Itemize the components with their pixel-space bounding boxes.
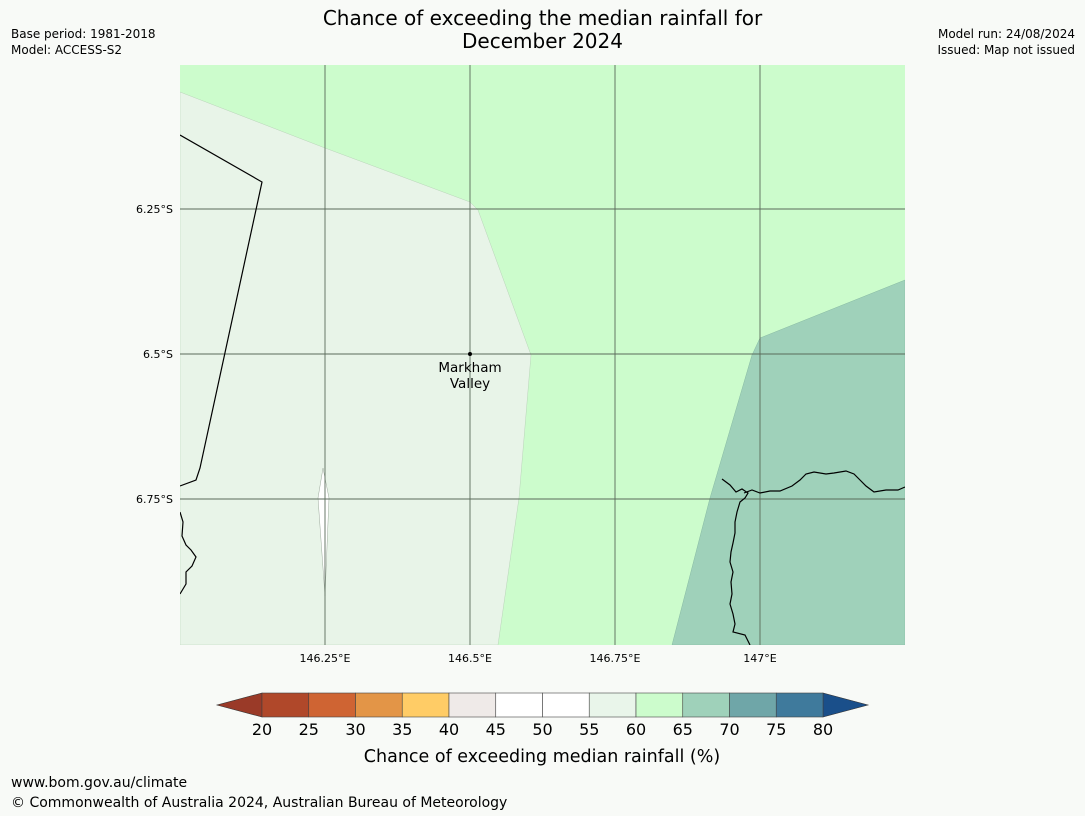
colorbar-tick-label: 25: [299, 720, 319, 739]
lon-tick-label: 146.5°E: [448, 652, 492, 665]
colorbar-segment: [775, 692, 824, 718]
colorbar-tick-label: 40: [439, 720, 459, 739]
colorbar-segment: [308, 692, 356, 718]
colorbar-segment: [355, 692, 403, 718]
colorbar-segment: [448, 692, 497, 718]
title-line-1: Chance of exceeding the median rainfall …: [322, 6, 763, 30]
place-label-line-2: Valley: [450, 376, 490, 392]
coastline-west: [180, 511, 197, 595]
colorbar-tick-label: 70: [719, 720, 739, 739]
model-name: Model: ACCESS-S2: [11, 43, 123, 57]
colorbar-tick-label: 75: [766, 720, 786, 739]
colorbar-extend-high: [822, 692, 870, 718]
region-55-60: [180, 91, 532, 645]
colorbar-segment: [635, 692, 684, 718]
coastline-east: [743, 470, 905, 494]
colorbar-tick-label: 65: [673, 720, 693, 739]
footer-copyright: © Commonwealth of Australia 2024, Austra…: [11, 795, 508, 811]
colorbar-tick-label: 80: [813, 720, 833, 739]
colorbar-segment: [261, 692, 310, 718]
colorbar-segment: [682, 692, 730, 718]
colorbar-tick-label: 30: [345, 720, 365, 739]
colorbar-tick-label: 60: [626, 720, 646, 739]
meta-left: Base period: 1981-2018 Model: ACCESS-S2: [11, 26, 156, 58]
colorbar-tick-label: 35: [392, 720, 412, 739]
base-period: Base period: 1981-2018: [11, 27, 156, 41]
issue-status: Issued: Map not issued: [937, 43, 1075, 57]
colorbar-extend-low: [215, 692, 263, 718]
colorbar-tick-label: 20: [252, 720, 272, 739]
colorbar-segment: [495, 692, 543, 718]
lat-tick-label: 6.25°S: [136, 203, 173, 216]
colorbar-segment: [401, 692, 450, 718]
colorbar-segment: [588, 692, 637, 718]
border-line: [180, 134, 263, 487]
colorbar-tick-label: 50: [532, 720, 552, 739]
lat-tick-label: 6.5°S: [143, 348, 173, 361]
model-run: Model run: 24/08/2024: [937, 27, 1075, 41]
lat-tick-label: 6.75°S: [136, 493, 173, 506]
graticule: [180, 65, 905, 645]
map-area: [180, 65, 905, 645]
footer-url[interactable]: www.bom.gov.au/climate: [11, 775, 188, 791]
colorbar-label: Chance of exceeding median rainfall (%): [364, 747, 720, 767]
lon-tick-label: 146.75°E: [590, 652, 641, 665]
colorbar-segment: [729, 692, 777, 718]
colorbar-tick-label: 45: [486, 720, 506, 739]
river-line: [721, 478, 751, 645]
lon-tick-label: 147°E: [743, 652, 776, 665]
colorbar-segment: [542, 692, 590, 718]
colorbar: 20 25 30 35 40 45 50 55 60 65 70 75 80: [215, 692, 870, 739]
meta-right: Model run: 24/08/2024 Issued: Map not is…: [937, 26, 1075, 58]
map-title: Chance of exceeding the median rainfall …: [200, 7, 885, 53]
place-marker: [468, 352, 472, 356]
title-line-2: December 2024: [462, 29, 623, 53]
lon-tick-label: 146.25°E: [300, 652, 351, 665]
colorbar-tick-label: 55: [579, 720, 599, 739]
place-label-line-1: Markham: [438, 360, 501, 376]
